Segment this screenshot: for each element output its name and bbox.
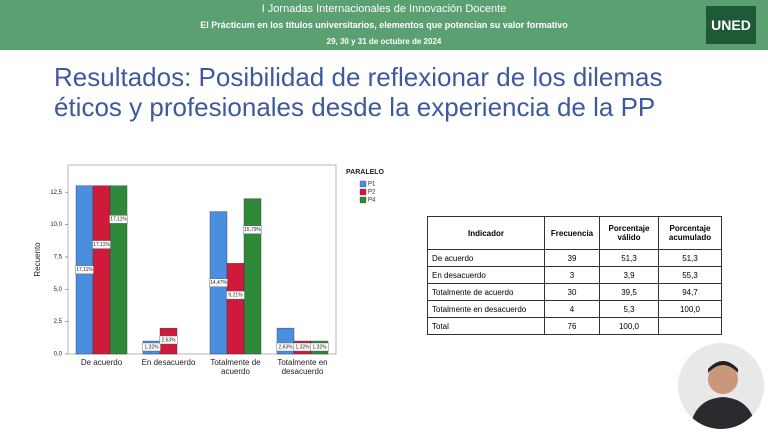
bar bbox=[92, 185, 111, 355]
value-label: 15,79% bbox=[244, 227, 262, 233]
table-cell: 39 bbox=[544, 249, 600, 267]
value-label: 1,32% bbox=[144, 344, 159, 350]
y-tick-label: 0,0 bbox=[54, 352, 63, 358]
table-row: Totalmente de acuerdo 30 39,5 94,7 bbox=[427, 283, 722, 301]
y-tick-label: 2,5 bbox=[54, 319, 63, 325]
legend-label: P4 bbox=[368, 198, 376, 204]
logo: UNED bbox=[706, 6, 756, 44]
table-cell: 4 bbox=[544, 300, 600, 318]
value-label: 1,32% bbox=[295, 344, 310, 350]
y-axis-label: Recuento bbox=[33, 242, 42, 277]
header-row: Indicador Frecuencia Porcentaje válido Porc… bbox=[427, 216, 722, 250]
table-cell bbox=[658, 317, 722, 335]
column-header: Porcentaje acumulado bbox=[658, 216, 722, 250]
y-tick-label: 5,0 bbox=[54, 287, 63, 293]
table-cell: 30 bbox=[544, 283, 600, 301]
bar bbox=[109, 185, 128, 355]
y-tick-label: 7,5 bbox=[54, 254, 63, 260]
x-tick-label: Totalmente en desacuerdo bbox=[277, 358, 328, 376]
plot-area bbox=[67, 164, 337, 355]
table-cell: 5,3 bbox=[599, 300, 659, 318]
data-table: Indicador Frecuencia Porcentaje válido Porc… bbox=[427, 216, 722, 335]
value-label-box bbox=[92, 240, 111, 249]
subtitle: El Prácticum en los títulos universitari… bbox=[200, 20, 568, 30]
value-label-box bbox=[142, 342, 161, 352]
table-cell: 51,3 bbox=[599, 249, 659, 267]
legend-swatch bbox=[359, 180, 367, 188]
dates: 29, 30 y 31 de octubre de 2024 bbox=[326, 37, 442, 46]
x-tick-label: Totalmente de acuerdo bbox=[210, 358, 261, 376]
header: I Jornadas Internacionales de Innovación… bbox=[0, 0, 768, 50]
value-label-box bbox=[109, 215, 128, 224]
value-label: 17,11% bbox=[93, 242, 110, 248]
value-label: 2,63% bbox=[161, 337, 176, 343]
value-label-box bbox=[209, 278, 228, 288]
value-label: 1,32% bbox=[312, 344, 327, 350]
table-cell: De acuerdo bbox=[427, 249, 545, 267]
table-cell: 76 bbox=[544, 317, 600, 335]
value-label: 2,63% bbox=[278, 344, 293, 350]
legend-title: PARALELO bbox=[346, 169, 385, 176]
value-label-box bbox=[310, 342, 329, 352]
table-row: Total 76 100,0 bbox=[427, 317, 722, 335]
person bbox=[690, 361, 756, 429]
table-cell: 3,9 bbox=[599, 266, 659, 284]
table-cell: 100,0 bbox=[599, 317, 659, 335]
bar bbox=[226, 263, 245, 355]
value-label: 9,21% bbox=[228, 292, 243, 298]
table-cell: 94,7 bbox=[658, 283, 722, 301]
column-header: Porcentaje válido bbox=[599, 216, 659, 250]
event: I Jornadas Internacionales de Innovación… bbox=[261, 3, 507, 15]
table-cell: En desacuerdo bbox=[427, 266, 545, 284]
legend-label: P1 bbox=[368, 182, 376, 188]
x-tick-label: De acuerdo bbox=[80, 358, 123, 367]
table-row: En desacuerdo 3 3,9 55,3 bbox=[427, 266, 722, 284]
legend-swatch bbox=[359, 188, 367, 196]
table-cell: Totalmente de acuerdo bbox=[427, 283, 545, 301]
value-label: 14,47% bbox=[210, 280, 228, 286]
y-tick-label: 10,0 bbox=[50, 222, 62, 228]
value-label-box bbox=[159, 335, 178, 345]
table-cell: 3 bbox=[544, 266, 600, 284]
x-tick-label: En desacuerdo bbox=[141, 358, 196, 367]
value-label: 17,11% bbox=[76, 267, 93, 273]
chart: Recuento 0,0 2,5 5,0 7,5 10,0 12,5 17,11% 17,11%… bbox=[33, 164, 385, 358]
bar bbox=[243, 198, 262, 355]
table-cell: 39,5 bbox=[599, 283, 659, 301]
table-cell: 100,0 bbox=[658, 300, 722, 318]
value-label-box bbox=[226, 290, 245, 300]
table-row: Totalmente en desacuerdo 4 5,3 100,0 bbox=[427, 300, 722, 318]
legend-swatch bbox=[359, 196, 367, 204]
column-header: Frecuencia bbox=[544, 216, 600, 250]
webcam bbox=[678, 343, 764, 429]
table-cell: 55,3 bbox=[658, 266, 722, 284]
table-cell: Totalmente en desacuerdo bbox=[427, 300, 545, 318]
value-label-box bbox=[75, 265, 94, 275]
y-tick-label: 12,5 bbox=[50, 190, 62, 196]
table-cell: 51,3 bbox=[658, 249, 722, 267]
value-label-box bbox=[243, 225, 262, 234]
column-header: Indicador bbox=[427, 216, 545, 250]
table-row: De acuerdo 39 51,3 51,3 bbox=[427, 249, 722, 267]
legend-label: P2 bbox=[368, 190, 376, 196]
value-label: 17,11% bbox=[110, 217, 127, 223]
table-cell: Total bbox=[427, 317, 545, 335]
slide-title: Resultados: Posibilidad de reflexionar d… bbox=[54, 62, 663, 122]
